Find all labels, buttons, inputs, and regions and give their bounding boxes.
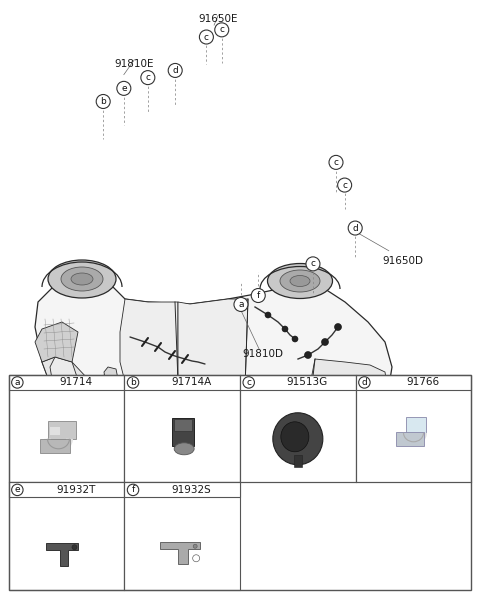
Text: b: b xyxy=(130,378,136,387)
Circle shape xyxy=(265,312,271,318)
Text: c: c xyxy=(219,25,224,35)
Text: d: d xyxy=(361,378,367,387)
Polygon shape xyxy=(50,357,88,412)
Text: c: c xyxy=(342,180,347,190)
Text: e: e xyxy=(14,485,20,494)
Ellipse shape xyxy=(290,275,310,287)
Polygon shape xyxy=(104,367,118,382)
Polygon shape xyxy=(47,543,78,566)
Text: a: a xyxy=(238,300,244,309)
Ellipse shape xyxy=(273,413,323,465)
Circle shape xyxy=(359,377,370,388)
Polygon shape xyxy=(160,542,200,564)
Text: d: d xyxy=(172,66,178,75)
Ellipse shape xyxy=(267,263,333,298)
Bar xyxy=(48,421,76,439)
Text: f: f xyxy=(132,485,135,494)
Circle shape xyxy=(96,94,110,109)
Bar xyxy=(124,375,240,482)
Circle shape xyxy=(215,23,229,37)
Polygon shape xyxy=(310,359,388,419)
Circle shape xyxy=(282,326,288,332)
Ellipse shape xyxy=(280,270,320,292)
Ellipse shape xyxy=(61,267,103,291)
Circle shape xyxy=(72,544,77,550)
Ellipse shape xyxy=(281,422,309,452)
Text: 91810E: 91810E xyxy=(115,59,154,69)
Text: f: f xyxy=(257,291,260,300)
Polygon shape xyxy=(58,379,88,397)
Polygon shape xyxy=(178,299,248,389)
Circle shape xyxy=(304,352,312,359)
Text: 91766: 91766 xyxy=(406,377,439,387)
Circle shape xyxy=(234,297,248,312)
Bar xyxy=(124,482,240,590)
Circle shape xyxy=(306,257,320,271)
Bar xyxy=(240,375,356,390)
Circle shape xyxy=(292,336,298,342)
Text: c: c xyxy=(334,158,338,167)
Circle shape xyxy=(348,221,362,235)
Bar xyxy=(356,375,471,482)
Bar xyxy=(174,418,192,431)
Text: 91513G: 91513G xyxy=(287,377,328,387)
Ellipse shape xyxy=(71,273,93,285)
Circle shape xyxy=(127,377,139,388)
Bar xyxy=(9,482,124,590)
Text: 91932T: 91932T xyxy=(56,485,96,495)
Text: 91932S: 91932S xyxy=(171,485,211,495)
Polygon shape xyxy=(35,277,392,441)
Polygon shape xyxy=(120,299,178,382)
Text: a: a xyxy=(14,378,20,387)
Circle shape xyxy=(322,338,328,346)
Bar xyxy=(9,375,124,482)
Text: b: b xyxy=(100,97,106,106)
Text: d: d xyxy=(352,223,358,233)
Polygon shape xyxy=(125,377,318,441)
Text: c: c xyxy=(311,259,315,269)
Bar xyxy=(294,455,302,467)
Circle shape xyxy=(251,288,265,303)
Polygon shape xyxy=(42,357,128,429)
Bar xyxy=(172,418,194,446)
Circle shape xyxy=(243,377,254,388)
Circle shape xyxy=(127,484,139,496)
Circle shape xyxy=(337,178,352,192)
Text: c: c xyxy=(145,73,150,82)
Text: 91714A: 91714A xyxy=(171,377,212,387)
Bar xyxy=(356,375,471,390)
Circle shape xyxy=(117,81,131,96)
Polygon shape xyxy=(310,385,348,419)
Text: 91650E: 91650E xyxy=(199,14,238,24)
Text: 91650D: 91650D xyxy=(383,257,424,266)
Polygon shape xyxy=(82,375,140,437)
Circle shape xyxy=(199,30,214,44)
Bar xyxy=(406,417,425,433)
Circle shape xyxy=(141,70,155,85)
Bar xyxy=(9,375,471,590)
Circle shape xyxy=(192,555,200,562)
Ellipse shape xyxy=(48,260,116,298)
Circle shape xyxy=(335,324,341,331)
Bar xyxy=(124,375,240,390)
Bar xyxy=(9,375,124,390)
Circle shape xyxy=(168,63,182,78)
Bar xyxy=(40,439,71,453)
Text: c: c xyxy=(246,378,251,387)
Bar xyxy=(396,432,423,446)
Bar xyxy=(124,482,240,497)
Bar xyxy=(240,375,356,482)
Text: e: e xyxy=(121,84,127,93)
Ellipse shape xyxy=(174,443,194,455)
Text: c: c xyxy=(204,32,209,42)
Circle shape xyxy=(12,377,23,388)
Polygon shape xyxy=(35,322,78,362)
Text: 91810D: 91810D xyxy=(242,349,284,359)
Circle shape xyxy=(193,544,197,548)
Circle shape xyxy=(12,484,23,496)
Bar xyxy=(50,427,60,435)
Circle shape xyxy=(329,155,343,170)
Text: 91714: 91714 xyxy=(59,377,92,387)
Bar xyxy=(9,482,124,497)
